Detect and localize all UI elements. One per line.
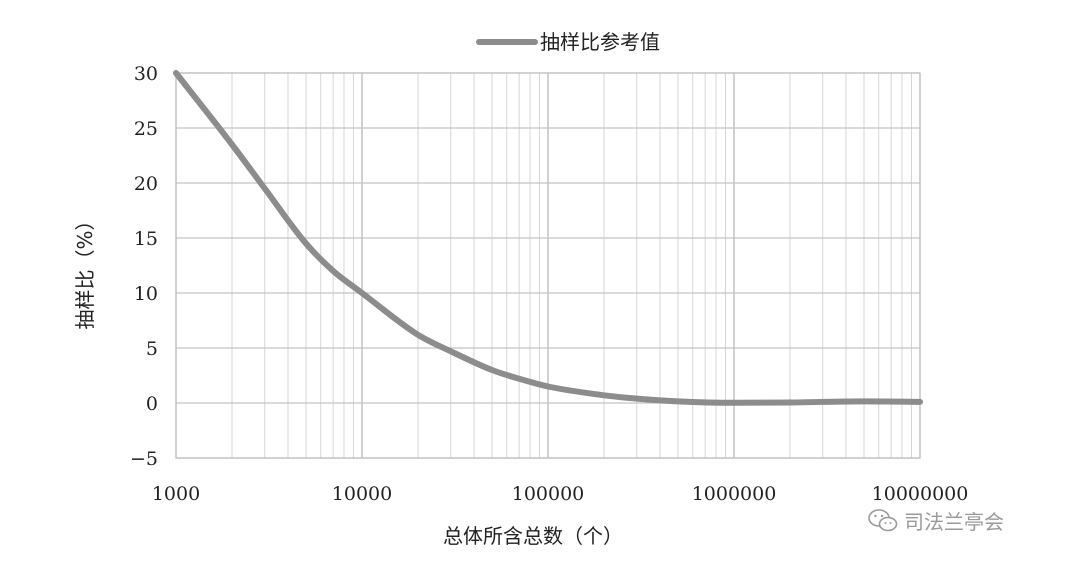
watermark-text: 司法兰亭会 (904, 510, 1004, 534)
wechat-icon (868, 508, 898, 531)
legend-label: 抽样比参考值 (540, 30, 660, 54)
x-tick-label: 1000000 (692, 483, 777, 505)
x-axis-title: 总体所含总数（个） (443, 524, 623, 548)
x-tick-label: 1000 (152, 483, 200, 505)
y-tick-label: −5 (130, 448, 158, 470)
y-tick-labels: 30 25 20 15 10 5 0 −5 (130, 63, 158, 470)
x-tick-label: 100000 (512, 483, 585, 505)
series-line (173, 70, 923, 406)
plot-area (175, 72, 921, 459)
plot-border (175, 72, 921, 459)
y-tick-label: 20 (134, 173, 158, 195)
series-group (173, 70, 923, 406)
y-axis-title: 抽样比（%） (73, 210, 97, 329)
y-tick-label: 5 (146, 338, 158, 360)
watermark: 司法兰亭会 (868, 506, 1004, 535)
x-tick-label: 10000000 (872, 483, 969, 505)
x-tick-labels: 1000 10000 100000 1000000 10000000 (152, 483, 969, 505)
y-tick-label: 25 (134, 118, 158, 140)
y-tick-label: 30 (134, 63, 158, 85)
y-tick-label: 0 (146, 393, 158, 415)
x-tick-label: 10000 (332, 483, 392, 505)
y-tick-label: 10 (134, 283, 158, 305)
y-tick-label: 15 (134, 228, 158, 250)
legend: 抽样比参考值 (476, 30, 660, 54)
